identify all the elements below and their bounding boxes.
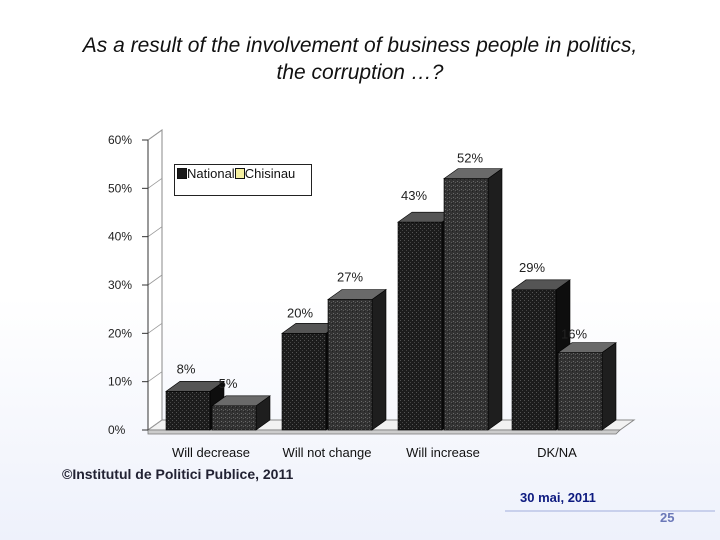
page-number: 25 [660, 510, 675, 525]
bar-chisinau [327, 299, 373, 431]
chart-title-line2: the corruption …? [276, 61, 444, 84]
floor-ledge [147, 429, 621, 435]
y-gridline [147, 178, 163, 189]
data-label-chisinau: 5% [219, 376, 238, 391]
data-label-national: 29% [519, 260, 545, 275]
y-tick-label: 0% [108, 423, 126, 437]
y-tick-label: 40% [108, 230, 132, 244]
x-tick-label: Will not change [283, 445, 372, 460]
legend-swatch-national [177, 168, 187, 179]
data-label-national: 20% [287, 305, 313, 320]
data-label-national: 43% [401, 188, 427, 203]
chart-title-line1: As a result of the involvement of busine… [82, 34, 638, 57]
y-gridline [147, 129, 163, 141]
y-gridline [147, 274, 163, 286]
y-gridline [147, 419, 163, 431]
y-tick-label: 20% [108, 326, 132, 340]
x-tick-label: DK/NA [537, 445, 577, 460]
y-tick-label: 60% [108, 133, 132, 147]
legend-label-national: National [187, 166, 235, 181]
chart-title: As a result of the involvement of busine… [20, 32, 700, 86]
bar-national [165, 391, 211, 431]
y-tick-label: 50% [108, 181, 132, 195]
data-label-chisinau: 16% [561, 327, 587, 342]
bar-chisinau [557, 352, 603, 431]
data-label-chisinau: 27% [337, 270, 363, 285]
data-label-national: 8% [177, 361, 196, 376]
y-tick-label: 30% [108, 278, 132, 292]
y-gridline [147, 226, 163, 237]
bar-chisinau [443, 178, 489, 431]
bar-chisinau-side [601, 342, 617, 431]
y-tick-label: 10% [108, 375, 132, 389]
bar-national [281, 333, 327, 431]
y-gridline [147, 371, 163, 382]
bar-national [397, 221, 443, 431]
legend-swatch-chisinau [234, 168, 245, 179]
slide-date: 30 mai, 2011 [520, 490, 596, 505]
legend-label-chisinau: Chisinau [244, 166, 296, 181]
bar-chisinau-side [371, 288, 387, 431]
data-label-chisinau: 52% [457, 151, 483, 166]
x-tick-label: Will increase [406, 445, 480, 460]
bar-national [511, 289, 557, 431]
chart-legend: National Chisinau [174, 164, 312, 196]
bar-chisinau [211, 405, 257, 431]
footer-divider [505, 510, 715, 512]
y-gridline [147, 323, 163, 334]
source-credit: ©Institutul de Politici Publice, 2011 [62, 466, 294, 482]
bar-chisinau-side [487, 168, 503, 431]
x-tick-label: Will decrease [172, 445, 250, 460]
